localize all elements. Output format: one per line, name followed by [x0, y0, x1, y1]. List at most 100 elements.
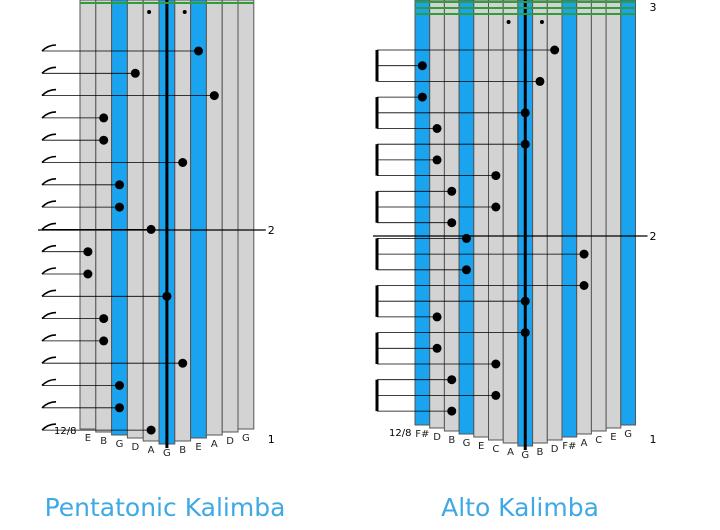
eighth-flag: [41, 244, 57, 253]
eighth-flag: [41, 311, 57, 320]
note-dot: [115, 202, 124, 212]
note-dot: [432, 124, 442, 133]
note-dot: [417, 61, 427, 71]
tine-note-label: B: [448, 435, 455, 446]
note-dot: [178, 158, 188, 167]
eighth-flag: [41, 66, 57, 74]
eighth-flag: [41, 289, 57, 297]
reference-dot: [506, 20, 511, 24]
note-dot: [447, 218, 457, 228]
tine-note-label: G: [521, 450, 529, 461]
eighth-flag: [41, 111, 57, 119]
note-dot: [447, 406, 457, 416]
note-dot: [447, 186, 457, 196]
note-dot: [491, 359, 501, 369]
pentatonic-title: Pentatonic Kalimba: [44, 493, 286, 522]
note-dot: [432, 312, 442, 322]
tine-note-label: F#: [415, 429, 429, 440]
eighth-flag: [41, 401, 57, 409]
tine-note-label: A: [507, 447, 514, 458]
tine: [237, 0, 255, 430]
tine-note-label: B: [179, 445, 186, 456]
eighth-flag: [41, 178, 57, 186]
tine: [576, 0, 592, 435]
tine: [488, 0, 504, 441]
note-dot: [194, 46, 203, 56]
note-dot: [83, 247, 93, 257]
tine-note-label: B: [537, 447, 544, 458]
note-dot: [535, 76, 545, 86]
tine-note-label: B: [100, 436, 107, 447]
eighth-flag: [41, 133, 57, 141]
tine: [79, 0, 97, 430]
tine-note-label: D: [433, 432, 441, 443]
note-dot: [130, 68, 140, 78]
note-dot: [99, 135, 109, 145]
tine: [111, 0, 128, 436]
alto-title: Alto Kalimba: [441, 493, 599, 522]
note-dot: [162, 291, 172, 301]
note-dot: [520, 139, 530, 149]
tine: [502, 0, 519, 444]
reference-dot: [182, 10, 187, 14]
note-dot: [520, 108, 530, 118]
tine-note-label: D: [551, 444, 559, 455]
tine: [605, 0, 622, 429]
note-dot: [461, 233, 471, 243]
measure-number: 1: [650, 433, 657, 446]
tine-note-label: E: [610, 432, 616, 443]
note-dot: [550, 45, 560, 55]
note-dot: [417, 92, 427, 102]
tine: [95, 0, 113, 433]
eighth-flag: [41, 200, 57, 208]
tine: [190, 0, 207, 439]
eighth-flag: [41, 356, 57, 364]
tine: [458, 0, 475, 435]
reference-dot: [539, 20, 544, 24]
tine: [443, 0, 460, 432]
measure-number: 1: [268, 433, 275, 446]
note-dot: [115, 381, 124, 390]
tine: [620, 0, 636, 426]
eighth-flag: [41, 88, 57, 97]
tine: [473, 0, 489, 438]
tine-note-label: E: [85, 433, 91, 444]
tine-note-label: A: [211, 439, 218, 450]
tine-note-label: E: [478, 441, 484, 452]
eighth-flag: [41, 378, 57, 387]
note-dot: [209, 91, 219, 101]
note-dot: [461, 265, 471, 275]
note-dot: [83, 269, 93, 279]
tine: [174, 0, 192, 442]
tine-note-label: C: [492, 444, 499, 455]
tine-note-label: D: [226, 436, 234, 447]
note-dot: [99, 336, 109, 346]
eighth-flag: [41, 423, 57, 431]
tine-note-label: F#: [562, 441, 576, 452]
note-dot: [579, 281, 589, 290]
tine-note-label: G: [242, 433, 250, 444]
tine-note-label: G: [116, 439, 124, 450]
tine: [546, 0, 563, 441]
note-dot: [99, 113, 109, 123]
note-dot: [447, 375, 457, 385]
measure-number: 3: [650, 1, 657, 14]
eighth-flag: [41, 267, 57, 275]
note-dot: [579, 249, 589, 259]
note-dot: [491, 390, 501, 400]
eighth-flag: [41, 155, 57, 164]
time-signature: 12/8: [54, 426, 76, 437]
eighth-flag: [41, 222, 57, 230]
tine: [142, 0, 160, 442]
note-dot: [99, 314, 109, 324]
time-signature: 12/8: [389, 428, 411, 439]
tine: [205, 0, 223, 436]
note-dot: [491, 171, 501, 181]
note-dot: [178, 358, 188, 368]
tine-note-label: G: [624, 429, 632, 440]
tine-note-label: C: [595, 435, 602, 446]
note-dot: [432, 155, 442, 165]
